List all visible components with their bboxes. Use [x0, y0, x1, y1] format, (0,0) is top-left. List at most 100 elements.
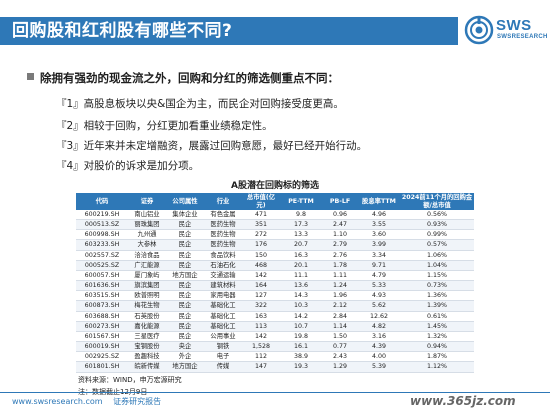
table-cell: 2.76	[322, 250, 358, 261]
column-header: PE-TTM	[280, 193, 322, 210]
table-cell: 建筑材料	[204, 280, 242, 292]
table-row: 002557.SZ 洽洽食品 民企 食品饮料 150 16.3 2.76 3.34 1.06%	[76, 250, 474, 261]
table-cell: 厦门象屿	[128, 270, 166, 282]
table-cell: 宝钢股份	[128, 341, 166, 353]
table-cell: 603515.SH	[76, 290, 128, 302]
table-cell: 13.6	[280, 280, 322, 292]
table-cell: 272	[242, 229, 280, 241]
table-cell: 民企	[166, 260, 204, 271]
slide-title: 回购股和红利股有哪些不同?	[12, 21, 233, 41]
table-cell: 1.29	[322, 361, 358, 373]
table-cell: 002925.SZ	[76, 351, 128, 363]
table-cell: 民企	[166, 239, 204, 251]
table-cell: 16.1	[280, 341, 322, 353]
footer-divider	[0, 392, 550, 393]
table-cell: 民企	[166, 331, 204, 343]
table-source: 资料来源：WIND，申万宏源研究	[78, 375, 182, 384]
table-cell: 12.62	[358, 311, 400, 322]
table-cell: 1,528	[242, 341, 280, 353]
buyback-screen-table: A股潜在回购标的筛选 代码 证券 公司属性 行业 总市值(亿元) PE-TTM PB-LF 股…	[76, 180, 474, 397]
table-cell: 10.7	[280, 321, 322, 332]
table-cell: 5.62	[358, 300, 400, 312]
table-cell: 1.45%	[400, 321, 474, 332]
table-cell: 163	[242, 311, 280, 322]
point-2: 『2』相较于回购，分红更加看重业绩稳定性。	[56, 120, 273, 132]
table-cell: 13.3	[280, 229, 322, 241]
table-cell: 112	[242, 351, 280, 363]
table-cell: 1.39%	[400, 300, 474, 312]
table-header-row: 代码 证券 公司属性 行业 总市值(亿元) PE-TTM PB-LF 股息率TTM 2024前1…	[76, 193, 474, 210]
table-cell: 0.99%	[400, 229, 474, 241]
table-cell: 113	[242, 321, 280, 332]
table-cell: 1.36%	[400, 290, 474, 302]
table-cell: 1.15%	[400, 270, 474, 282]
table-cell: 1.10	[322, 229, 358, 241]
table-row: 603515.SH 欧普照明 民企 家用电器 127 14.3 1.96 4.93 1.36%	[76, 290, 474, 302]
table-cell: 民企	[166, 219, 204, 231]
table-cell: 0.96	[322, 210, 358, 221]
table-cell: 欧普照明	[128, 290, 166, 302]
table-cell: 医药生物	[204, 219, 242, 231]
table-row: 600873.SH 梅花生物 民企 基础化工 322 10.3 2.12 5.62 1.39%	[76, 300, 474, 312]
table-cell: 000513.SZ	[76, 219, 128, 231]
table-cell: 传媒	[204, 361, 242, 373]
table-cell: 基础化工	[204, 311, 242, 322]
table-cell: 322	[242, 300, 280, 312]
table-cell: 4.39	[358, 341, 400, 353]
table-cell: 468	[242, 260, 280, 271]
table-cell: 4.96	[358, 210, 400, 221]
table-cell: 600219.SH	[76, 210, 128, 221]
table-cell: 3.34	[358, 250, 400, 261]
table-row: 000525.SZ 广汇能源 民企 石油石化 468 20.1 1.78 9.71 1.04%	[76, 260, 474, 271]
table-cell: 002557.SZ	[76, 250, 128, 261]
table-cell: 142	[242, 331, 280, 343]
table-cell: 4.82	[358, 321, 400, 332]
column-header: 总市值(亿元)	[242, 193, 280, 210]
table-row: 601801.SH 皖新传媒 地方国企 传媒 147 19.3 1.29 5.39 1.12%	[76, 361, 474, 373]
table-cell: 基础化工	[204, 321, 242, 332]
table-cell: 0.93%	[400, 219, 474, 231]
point-1: 『1』高股息板块以央&国企为主，而民企对回购接受度更高。	[56, 98, 344, 110]
column-header: 代码	[76, 193, 128, 210]
table-cell: 梅花生物	[128, 300, 166, 312]
logo-text: SWS	[496, 17, 532, 34]
table-cell: 601801.SH	[76, 361, 128, 373]
table-cell: 1.50	[322, 331, 358, 343]
table-cell: 石油石化	[204, 260, 242, 271]
table-title: A股潜在回购标的筛选	[231, 181, 319, 191]
table-cell: 1.12%	[400, 361, 474, 373]
table-row: 600057.SH 厦门象屿 地方国企 交通运输 142 11.1 1.11 4.79 1.15…	[76, 270, 474, 282]
table-cell: 19.3	[280, 361, 322, 373]
table-cell: 601636.SH	[76, 280, 128, 292]
table-cell: 14.2	[280, 311, 322, 322]
table-row: 600273.SH 嘉化能源 民企 基础化工 113 10.7 1.14 4.82 1.45%	[76, 321, 474, 332]
table-cell: 1.11	[322, 270, 358, 282]
table-cell: 19.8	[280, 331, 322, 343]
table-cell: 20.1	[280, 260, 322, 271]
table-row: 600998.SH 九州通 民企 医药生物 272 13.3 1.10 3.60 0.99%	[76, 229, 474, 241]
table-cell: 钢铁	[204, 341, 242, 353]
table-row: 601567.SH 三星医疗 民企 公用事业 142 19.8 1.50 3.16 1.32%	[76, 331, 474, 343]
table-cell: 1.04%	[400, 260, 474, 271]
table-row: 601636.SH 旗滨集团 民企 建筑材料 164 13.6 1.24 5.33 0.73%	[76, 280, 474, 292]
table-row: 000513.SZ 丽珠集团 民企 医药生物 351 17.3 2.47 3.55 0.93%	[76, 219, 474, 231]
point-3: 『3』近年来并未定增融资，展露过回购意愿，最好已经开始行动。	[56, 140, 368, 152]
table-cell: 交通运输	[204, 270, 242, 282]
table-cell: 地方国企	[166, 270, 204, 282]
table-cell: 1.87%	[400, 351, 474, 363]
table-cell: 5.39	[358, 361, 400, 373]
table-cell: 丽珠集团	[128, 219, 166, 231]
table-cell: 38.9	[280, 351, 322, 363]
table-cell: 127	[242, 290, 280, 302]
logo-subtext: SWSRESEARCH	[497, 34, 548, 40]
footer-url[interactable]: www.swsresearch.com	[12, 397, 103, 406]
table-cell: 351	[242, 219, 280, 231]
table-cell: 医药生物	[204, 229, 242, 241]
table-cell: 1.14	[322, 321, 358, 332]
table-cell: 石英股份	[128, 311, 166, 322]
table-cell: 3.55	[358, 219, 400, 231]
title-bar	[0, 17, 458, 45]
table-cell: 603233.SH	[76, 239, 128, 251]
table-cell: 公用事业	[204, 331, 242, 343]
table-cell: 1.32%	[400, 331, 474, 343]
